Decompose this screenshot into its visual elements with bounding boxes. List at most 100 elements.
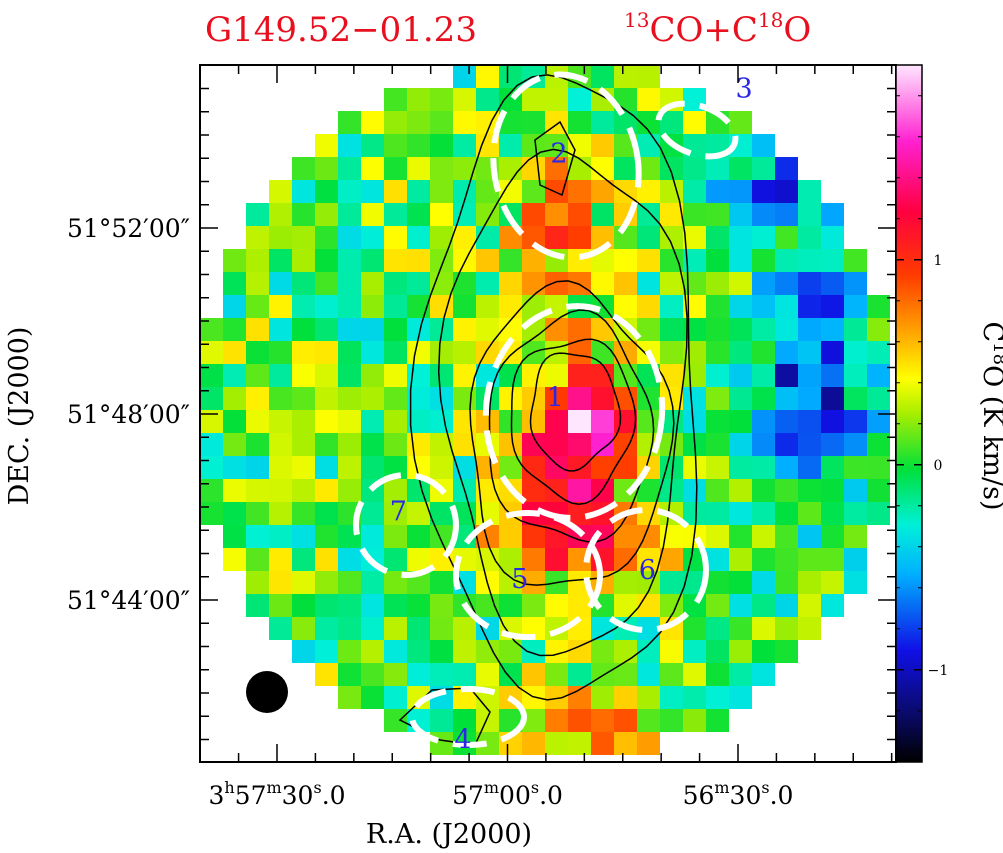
heatmap-cell (798, 318, 821, 341)
heatmap-cell (223, 341, 246, 364)
heatmap-cell (545, 640, 568, 663)
heatmap-cell (522, 732, 545, 755)
heatmap-cell (637, 387, 660, 410)
heatmap-cell (522, 111, 545, 134)
x-tick-label: 3h57m30s.0 (208, 778, 345, 810)
heatmap-cell (706, 341, 729, 364)
heatmap-cell (338, 640, 361, 663)
core-ellipse (453, 510, 603, 640)
heatmap-cell (453, 249, 476, 272)
heatmap-cell (821, 364, 844, 387)
heatmap-cell (223, 387, 246, 410)
heatmap-cell (361, 433, 384, 456)
heatmap-cell (545, 157, 568, 180)
heatmap-cell (545, 180, 568, 203)
heatmap-cell (476, 88, 499, 111)
heatmap-cell (591, 272, 614, 295)
heatmap-cell (430, 364, 453, 387)
heatmap-cell (545, 203, 568, 226)
heatmap-cell (775, 203, 798, 226)
heatmap-cell (476, 111, 499, 134)
heatmap-cell (522, 663, 545, 686)
heatmap-cell (867, 479, 890, 502)
heatmap-cell (637, 732, 660, 755)
heatmap-cell (407, 134, 430, 157)
heatmap-cell (568, 709, 591, 732)
heatmap-cell (384, 157, 407, 180)
heatmap-cell (384, 433, 407, 456)
heatmap-cell (867, 364, 890, 387)
heatmap-cell (729, 663, 752, 686)
contour-line (534, 120, 576, 197)
heatmap-cell (545, 663, 568, 686)
core-ellipse (583, 507, 709, 633)
heatmap-cell (568, 456, 591, 479)
heatmap-cell (292, 203, 315, 226)
heatmap-cell (798, 203, 821, 226)
heatmap-cell (246, 203, 269, 226)
heatmap-cell (246, 433, 269, 456)
heatmap-cell (384, 272, 407, 295)
heatmap-cell (706, 709, 729, 732)
heatmap-cell (660, 111, 683, 134)
heatmap-cell (752, 341, 775, 364)
heatmap-cell (384, 525, 407, 548)
heatmap-cell (499, 571, 522, 594)
heatmap-cell (338, 203, 361, 226)
heatmap-cell (568, 571, 591, 594)
heatmap-cell (430, 249, 453, 272)
heatmap-cell (683, 249, 706, 272)
heatmap-cell (384, 709, 407, 732)
heatmap-cell (545, 410, 568, 433)
heatmap-cell (315, 433, 338, 456)
heatmap-cell (200, 410, 223, 433)
x-tick-m: 56 (683, 781, 715, 810)
heatmap-cell (591, 410, 614, 433)
heatmap-cell (361, 686, 384, 709)
heatmap-cell (499, 387, 522, 410)
heatmap-cell (545, 433, 568, 456)
heatmap-cell (430, 295, 453, 318)
heatmap-cell (821, 410, 844, 433)
heatmap-cell (407, 341, 430, 364)
heatmap-cell (338, 226, 361, 249)
heatmap-cell (568, 594, 591, 617)
heatmap-cell (407, 295, 430, 318)
colorbar-label: C18O (K km/s) (977, 321, 1003, 510)
heatmap-cell (683, 663, 706, 686)
heatmap-cell (223, 525, 246, 548)
heatmap-cell (269, 341, 292, 364)
heatmap-cell (706, 364, 729, 387)
heatmap-cell (729, 295, 752, 318)
heatmap-cell (269, 272, 292, 295)
heatmap-cell (246, 571, 269, 594)
heatmap-cell (361, 295, 384, 318)
heatmap-cell (752, 249, 775, 272)
heatmap-cell (752, 456, 775, 479)
heatmap-cell (568, 364, 591, 387)
heatmap-cell (591, 65, 614, 88)
heatmap-cell (775, 640, 798, 663)
core-label-3: 3 (736, 74, 753, 105)
heatmap-cell (844, 249, 867, 272)
heatmap-cell (407, 502, 430, 525)
x-tick-m: 57 (235, 781, 267, 810)
heatmap-cell (614, 548, 637, 571)
heatmap-cell (384, 226, 407, 249)
heatmap-cell (430, 433, 453, 456)
heatmap-cell (775, 571, 798, 594)
heatmap-cell (798, 594, 821, 617)
heatmap-cell (338, 249, 361, 272)
heatmap-cell (660, 318, 683, 341)
heatmap-cell (568, 410, 591, 433)
x-tick-s-unit: s (313, 778, 321, 797)
heatmap-cell (292, 295, 315, 318)
heatmap-cell (384, 640, 407, 663)
heatmap-cell (361, 272, 384, 295)
heatmap-cell (223, 364, 246, 387)
heatmap-cell (545, 548, 568, 571)
iso-13: 13 (624, 8, 649, 32)
heatmap-cell (430, 410, 453, 433)
heatmap-cell (660, 272, 683, 295)
